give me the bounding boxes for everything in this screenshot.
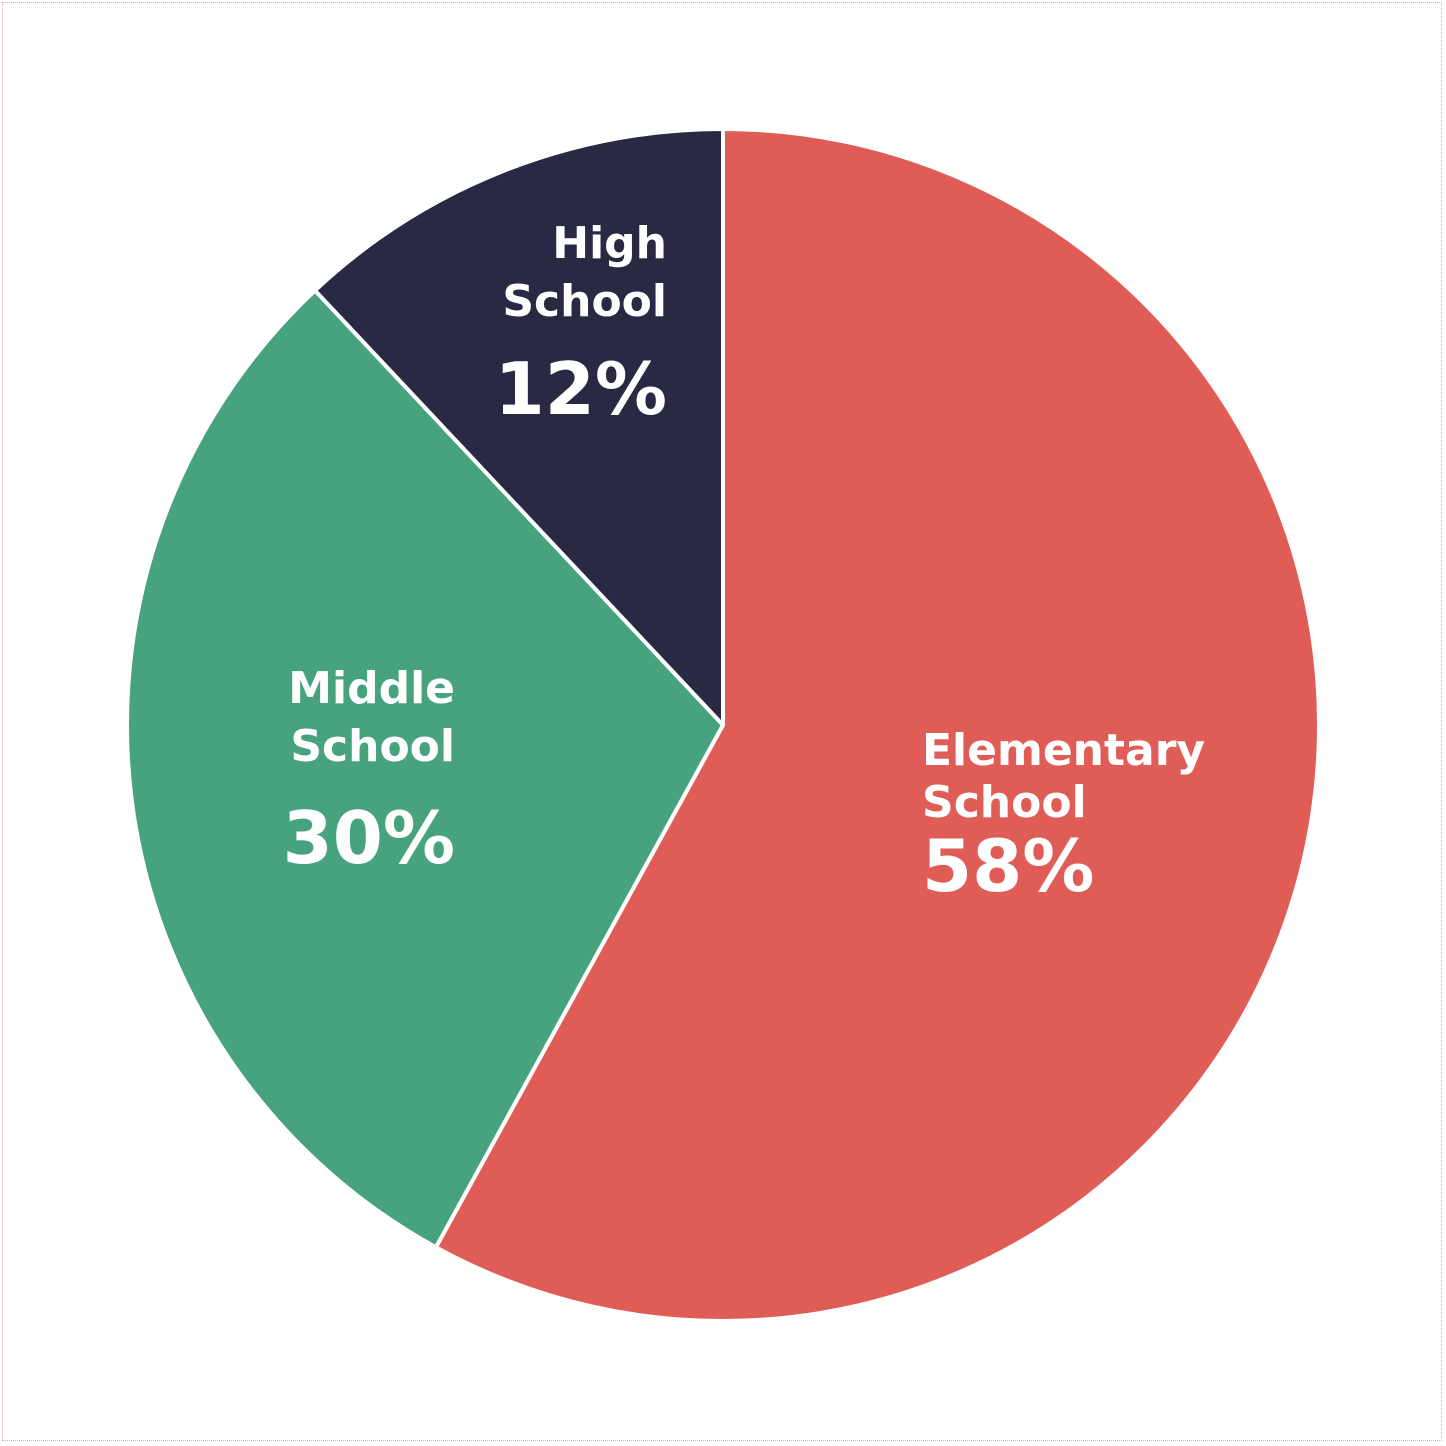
slice-label-name: School (502, 276, 667, 327)
slice-label-name: School (922, 777, 1087, 828)
slice-label-value: 58% (922, 824, 1094, 908)
pie-labels: ElementarySchool58%MiddleSchool30%HighSc… (283, 218, 1205, 908)
slice-label-name: Elementary (922, 725, 1205, 776)
slice-label-value: 30% (283, 796, 455, 880)
pie-slices (125, 127, 1321, 1323)
pie-slice-elementary-school (433, 127, 1321, 1323)
pie-slice-middle-school (125, 288, 725, 1250)
slice-label-value: 12% (495, 347, 667, 431)
pie-slice-high-school (313, 127, 725, 727)
slice-label-name: High (552, 218, 667, 269)
slice-label-name: Middle (288, 663, 455, 714)
slice-label-name: School (290, 721, 455, 772)
